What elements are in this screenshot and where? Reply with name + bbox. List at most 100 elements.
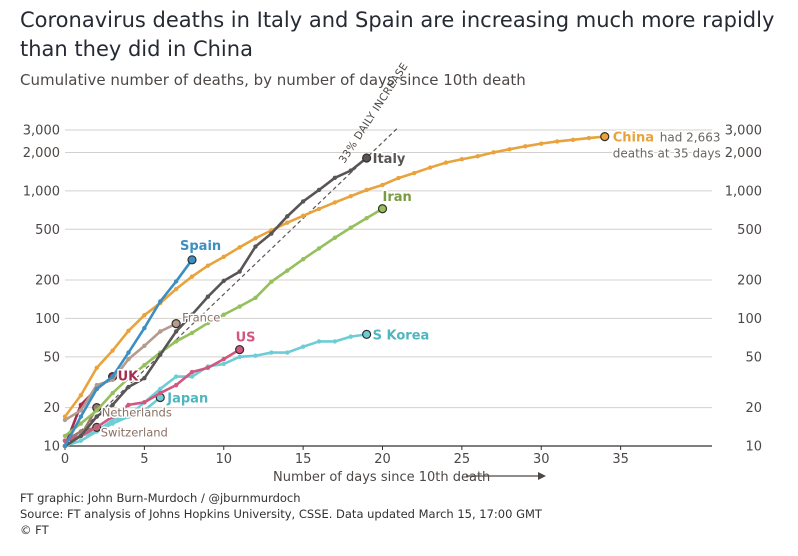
data-point-spain bbox=[94, 386, 99, 392]
data-point-spain bbox=[78, 414, 84, 419]
y-tick-label-right: 3,000 bbox=[725, 124, 762, 139]
data-point-italy bbox=[205, 294, 211, 299]
data-point-iran bbox=[94, 408, 99, 413]
data-point-japan bbox=[78, 438, 84, 443]
data-point-s-korea bbox=[158, 386, 163, 392]
data-point-china bbox=[586, 135, 592, 141]
data-point-s-korea bbox=[173, 374, 179, 379]
y-tick-label-right: 500 bbox=[737, 223, 762, 238]
end-marker-spain bbox=[187, 255, 197, 265]
data-point-italy bbox=[158, 352, 163, 357]
y-tick-label-left: 20 bbox=[43, 401, 60, 416]
data-point-china bbox=[62, 414, 68, 419]
data-point-china bbox=[300, 213, 306, 219]
data-point-italy bbox=[94, 414, 99, 419]
y-tick-label-left: 100 bbox=[35, 312, 60, 327]
data-point-france bbox=[94, 382, 99, 388]
data-point-spain bbox=[110, 374, 115, 379]
y-tick-label-right: 10 bbox=[745, 440, 762, 455]
data-point-china bbox=[189, 274, 195, 279]
y-tick-label-right: 20 bbox=[745, 401, 762, 416]
series-label-iran: Iran bbox=[383, 190, 412, 205]
x-tick-label: 5 bbox=[140, 452, 148, 467]
y-tick-label-left: 500 bbox=[35, 223, 60, 238]
data-point-china bbox=[173, 286, 179, 292]
copyright-line: © FT bbox=[20, 523, 49, 537]
x-tick-label: 25 bbox=[454, 452, 471, 467]
data-point-china bbox=[94, 365, 99, 371]
data-point-iran bbox=[316, 246, 322, 251]
data-point-china bbox=[237, 245, 242, 250]
data-point-china bbox=[396, 175, 401, 181]
x-tick-label: 15 bbox=[295, 452, 312, 467]
y-tick-label-right: 100 bbox=[737, 312, 762, 327]
data-point-china bbox=[364, 187, 369, 193]
series-label-france: France bbox=[182, 311, 220, 325]
data-point-us bbox=[158, 390, 163, 396]
data-point-us bbox=[189, 369, 195, 375]
data-point-france bbox=[62, 417, 68, 423]
chart-subtitle: Cumulative number of deaths, by number o… bbox=[20, 71, 526, 89]
data-point-china bbox=[427, 165, 433, 170]
data-point-iran bbox=[110, 390, 115, 396]
data-point-china bbox=[253, 236, 258, 241]
y-tick-label-left: 3,000 bbox=[23, 124, 60, 139]
data-point-italy bbox=[78, 433, 84, 439]
data-point-iran bbox=[126, 376, 131, 381]
x-tick-label: 0 bbox=[61, 452, 69, 467]
data-point-iran bbox=[300, 257, 306, 262]
data-point-china bbox=[459, 157, 465, 162]
data-point-iran bbox=[78, 421, 84, 426]
series-label-us: US bbox=[236, 331, 256, 346]
series-line-us bbox=[63, 348, 241, 443]
y-tick-label-right: 200 bbox=[737, 274, 762, 289]
data-point-iran bbox=[348, 225, 353, 230]
data-point-france bbox=[158, 329, 163, 334]
series-line-france bbox=[63, 322, 178, 422]
data-point-us bbox=[205, 365, 211, 371]
data-point-s-korea bbox=[189, 374, 195, 379]
data-point-iran bbox=[205, 320, 211, 326]
x-tick-label: 10 bbox=[215, 452, 232, 467]
data-point-s-korea bbox=[285, 350, 290, 355]
end-marker-us bbox=[235, 344, 245, 355]
series-label-italy: Italy bbox=[373, 152, 406, 167]
data-point-iran bbox=[221, 312, 226, 317]
end-marker-iran bbox=[377, 204, 388, 214]
data-point-spain bbox=[158, 299, 163, 304]
data-point-iran bbox=[269, 279, 274, 284]
china-annotation-line2: deaths at 35 days bbox=[613, 147, 721, 161]
data-point-iran bbox=[285, 268, 290, 273]
series-label-spain: Spain bbox=[180, 239, 221, 254]
data-point-china bbox=[491, 150, 496, 155]
data-point-us bbox=[110, 414, 115, 419]
data-point-italy bbox=[300, 199, 306, 204]
data-point-china bbox=[285, 220, 290, 225]
data-point-china bbox=[126, 328, 131, 333]
data-point-italy bbox=[269, 231, 274, 236]
data-point-iran bbox=[332, 235, 338, 240]
x-tick-label: 30 bbox=[533, 452, 550, 467]
data-point-china bbox=[332, 200, 338, 205]
series-line-s-korea bbox=[63, 333, 368, 443]
series-label-china: China bbox=[613, 131, 654, 146]
footer: FT graphic: John Burn-Murdoch / @jburnmu… bbox=[20, 490, 542, 538]
data-point-china bbox=[110, 348, 115, 353]
x-tick-label: 35 bbox=[612, 452, 629, 467]
data-point-spain bbox=[173, 279, 179, 284]
data-point-us bbox=[221, 356, 226, 362]
data-point-italy bbox=[126, 384, 131, 390]
data-point-china bbox=[412, 170, 417, 176]
data-point-china bbox=[316, 206, 322, 212]
end-marker-china bbox=[600, 132, 610, 142]
end-marker-italy bbox=[362, 153, 372, 163]
data-point-italy bbox=[142, 376, 147, 381]
data-point-china bbox=[570, 137, 576, 142]
data-point-s-korea bbox=[237, 354, 242, 360]
y-tick-label-right: 50 bbox=[745, 350, 762, 365]
data-point-spain bbox=[62, 443, 68, 449]
y-tick-label-left: 1,000 bbox=[23, 184, 60, 199]
x-axis-label: Number of days since 10th death bbox=[273, 470, 490, 485]
data-point-japan bbox=[126, 414, 131, 419]
